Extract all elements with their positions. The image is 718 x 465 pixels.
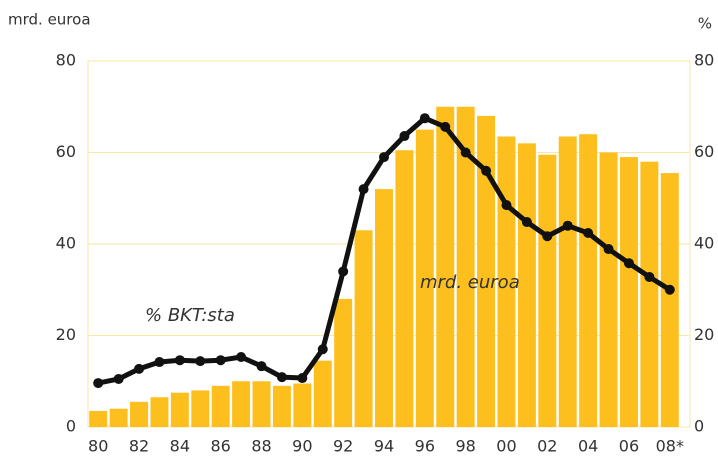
bar (456, 106, 475, 427)
line-point (460, 147, 471, 158)
bar (293, 383, 312, 427)
y-axis-label: mrd. euroa (8, 11, 91, 29)
x-tick-label: 08* (656, 437, 684, 456)
line-point (256, 361, 267, 372)
bar (272, 385, 291, 427)
bar (252, 381, 271, 427)
bar (170, 392, 189, 427)
line-point (664, 284, 675, 295)
x-tick-label: 94 (374, 437, 394, 456)
x-tick-label: 88 (251, 437, 271, 456)
line-point (623, 258, 634, 269)
line-point (195, 356, 206, 367)
bar (558, 136, 577, 428)
y-tick-label: 80 (56, 51, 76, 70)
x-tick-label: 80 (88, 437, 108, 456)
bar (150, 397, 169, 427)
line-point (297, 373, 308, 384)
bar (538, 154, 557, 427)
line-point (276, 372, 287, 383)
x-tick-label: 02 (537, 437, 557, 456)
bar (211, 385, 230, 427)
x-tick-label: 06 (619, 437, 639, 456)
bar (640, 161, 659, 427)
series-annotation: % BKT:sta (145, 305, 235, 326)
line-point (419, 113, 430, 124)
bar (191, 390, 210, 427)
line-point (215, 355, 226, 366)
x-tick-label: 98 (455, 437, 475, 456)
bar (436, 106, 455, 427)
bar (660, 173, 679, 427)
line-point (481, 165, 492, 176)
y-tick-label: 60 (56, 142, 76, 161)
bar (334, 298, 353, 427)
line-point (134, 363, 145, 374)
bar (354, 230, 373, 427)
x-tick-label: 84 (170, 437, 190, 456)
bar (599, 152, 618, 427)
line-point (358, 184, 369, 195)
bar (395, 150, 414, 427)
line-point (501, 200, 512, 211)
y2-tick-label: 0 (694, 417, 704, 436)
line-point (154, 357, 165, 368)
bar (89, 410, 108, 427)
bar (232, 381, 251, 427)
line-point (317, 344, 328, 355)
y-tick-label: 0 (66, 417, 76, 436)
y2-tick-label: 40 (694, 234, 714, 253)
y2-tick-label: 80 (694, 51, 714, 70)
x-tick-label: 92 (333, 437, 353, 456)
x-tick-label: 90 (292, 437, 312, 456)
line-point (542, 231, 553, 242)
bar (130, 401, 149, 427)
x-tick-label: 00 (496, 437, 516, 456)
line-point (113, 373, 124, 384)
bar (313, 360, 332, 427)
x-tick-label: 86 (211, 437, 231, 456)
line-point (236, 352, 247, 363)
x-tick-label: 96 (415, 437, 435, 456)
line-point (644, 271, 655, 282)
line-point (440, 121, 451, 132)
line-point (338, 266, 349, 277)
bar (619, 157, 638, 427)
bar (477, 115, 496, 428)
bar (375, 189, 393, 427)
bar (579, 134, 598, 427)
line-point (603, 244, 614, 255)
x-tick-label: 82 (129, 437, 149, 456)
y-tick-label: 20 (56, 325, 76, 344)
bar (415, 129, 434, 427)
line-point (379, 152, 389, 163)
line-point (562, 220, 573, 231)
line-point (399, 131, 410, 142)
line-point (93, 378, 104, 389)
line-point (174, 355, 185, 366)
y2-tick-label: 60 (694, 142, 714, 161)
y-tick-label: 40 (56, 234, 76, 253)
line-point (583, 228, 594, 239)
y2-axis-label: % (698, 15, 712, 33)
line-point (521, 217, 532, 228)
bar (109, 408, 128, 427)
x-tick-label: 04 (578, 437, 598, 456)
y2-tick-label: 20 (694, 325, 714, 344)
series-annotation: mrd. euroa (420, 272, 520, 293)
bar (517, 143, 536, 427)
